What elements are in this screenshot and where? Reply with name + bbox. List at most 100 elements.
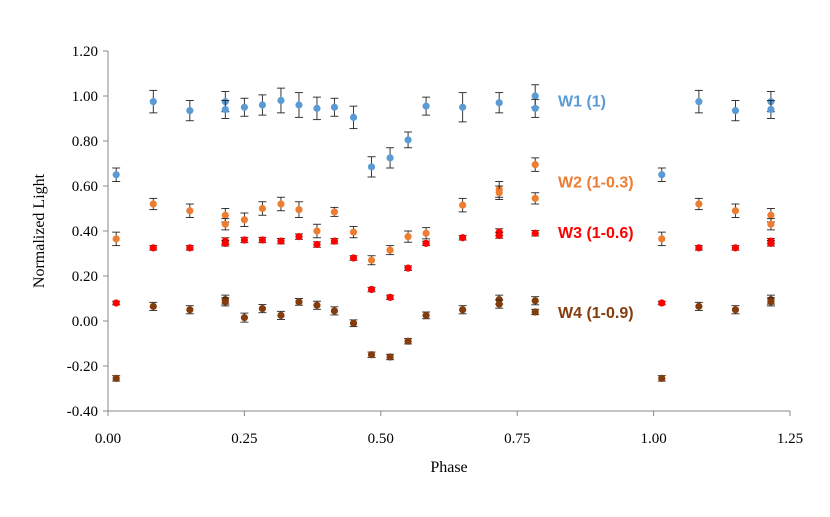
data-point [112,171,120,179]
data-point [731,306,740,314]
data-point [295,298,303,306]
y-axis-label: Normalized Light [31,173,48,288]
x-tick-label: 0.75 [504,431,530,447]
data-point [422,239,430,247]
data-point [112,235,120,243]
data-point [767,211,775,219]
data-point [186,244,194,252]
data-point [240,216,248,224]
data-point [658,374,666,382]
data-point [313,301,321,309]
data-point [404,264,412,272]
data-point [330,307,339,315]
data-point [422,102,430,110]
data-point [422,229,430,237]
y-tick-label: 0.20 [72,269,98,285]
x-tick-label: 0.50 [368,431,394,447]
data-point [313,227,321,235]
data-point [240,314,248,322]
legend: W1 (1) W2 (1-0.3) W3 (1-0.6) W4 (1-0.9) [558,94,634,323]
x-tick-label: 1.00 [640,431,666,447]
y-tick-label: 1.00 [72,89,98,105]
data-point [459,103,467,111]
data-point [258,204,267,213]
data-point [221,211,229,219]
x-tick-label: 0.00 [95,431,121,447]
legend-label: W1 (1) [558,94,606,111]
data-point [459,306,467,314]
x-tick-label: 1.25 [777,431,803,447]
data-points [112,84,775,382]
series-1 [112,84,775,182]
y-tick-label: 0.00 [72,314,98,330]
data-point [531,161,539,169]
data-point [186,306,194,314]
x-axis-label: Phase [430,459,467,476]
data-point [404,136,412,144]
data-point [495,99,503,107]
data-point [459,201,467,209]
data-point [422,311,430,319]
data-point [349,254,358,262]
data-point [330,208,339,216]
data-point [658,171,666,179]
data-point [367,163,376,171]
data-point [277,237,285,245]
data-point [221,105,229,114]
data-point [149,244,157,252]
data-point [221,239,229,247]
data-point [330,103,339,111]
data-point [658,299,666,307]
data-point [531,104,539,112]
data-point [404,337,412,345]
data-point [386,353,394,361]
data-point [767,298,775,306]
data-point [695,302,703,310]
legend-label: W2 (1-0.3) [558,175,634,192]
y-tick-label: 0.60 [72,179,98,195]
data-point [277,311,285,319]
data-point [349,228,358,236]
data-point [367,351,376,359]
data-point [767,220,775,228]
data-point [277,96,285,105]
data-point [404,233,412,241]
y-tick-label: -0.20 [67,359,98,375]
series-2 [112,157,775,266]
data-point [367,256,376,264]
data-point [495,231,503,240]
data-point [695,200,703,208]
data-point [731,244,740,252]
data-point [295,101,303,109]
data-point [277,200,285,208]
data-point [495,300,503,308]
data-point [330,237,339,245]
data-point [386,246,394,254]
y-tick-label: 1.20 [72,44,98,60]
y-tick-label: 0.40 [72,224,98,240]
data-point [258,305,267,313]
data-point [149,302,157,310]
legend-label: W4 (1-0.9) [558,305,634,322]
y-tick-label: 0.80 [72,134,98,150]
data-point [459,234,467,242]
data-point [240,236,248,244]
data-point [258,101,267,109]
data-point [240,103,248,111]
data-point [149,98,157,106]
data-point [313,104,321,112]
data-point [695,244,703,252]
data-point [531,92,539,100]
axes [103,50,791,416]
data-point [531,297,539,305]
data-point [112,299,120,307]
legend-label: W3 (1-0.6) [558,225,634,242]
data-point [221,220,229,228]
data-point [767,105,775,114]
data-point [531,229,539,237]
data-point [386,293,394,301]
data-point [221,298,229,306]
data-point [386,154,394,162]
data-point [186,207,194,215]
